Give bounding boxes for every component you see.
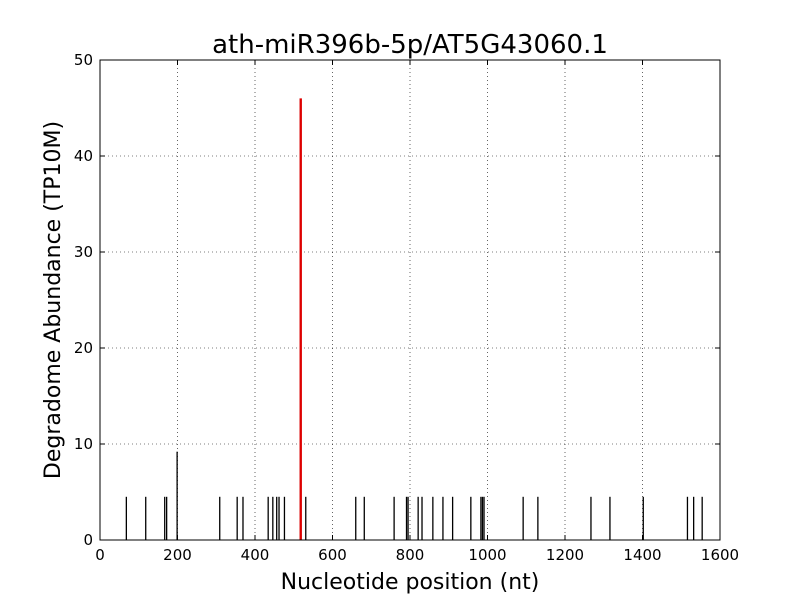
y-tick-label: 40 xyxy=(74,147,93,165)
data-bars xyxy=(125,98,703,540)
axis-ticks: 0 200 400 600 800 1000 1200 1400 1600 0 10 20 30 40 50 xyxy=(74,51,739,564)
y-tick-label: 20 xyxy=(74,339,93,357)
y-tick-label: 30 xyxy=(74,243,93,261)
chart-title: ath-miR396b-5p/AT5G43060.1 xyxy=(212,30,608,60)
x-tick-label: 800 xyxy=(396,546,425,564)
x-tick-label: 1200 xyxy=(546,546,584,564)
y-tick-label: 50 xyxy=(74,51,93,69)
y-tick-label: 10 xyxy=(74,435,93,453)
x-tick-label: 600 xyxy=(318,546,347,564)
y-tick-label: 0 xyxy=(83,531,93,549)
x-tick-label: 1600 xyxy=(701,546,739,564)
x-tick-label: 400 xyxy=(241,546,270,564)
y-axis-label: Degradome Abundance (TP10M) xyxy=(41,121,66,479)
grid-lines xyxy=(100,60,720,540)
x-tick-label: 1000 xyxy=(468,546,506,564)
x-tick-label: 200 xyxy=(163,546,192,564)
x-tick-label: 1400 xyxy=(623,546,661,564)
x-axis-label: Nucleotide position (nt) xyxy=(281,570,540,595)
x-tick-label: 0 xyxy=(95,546,105,564)
